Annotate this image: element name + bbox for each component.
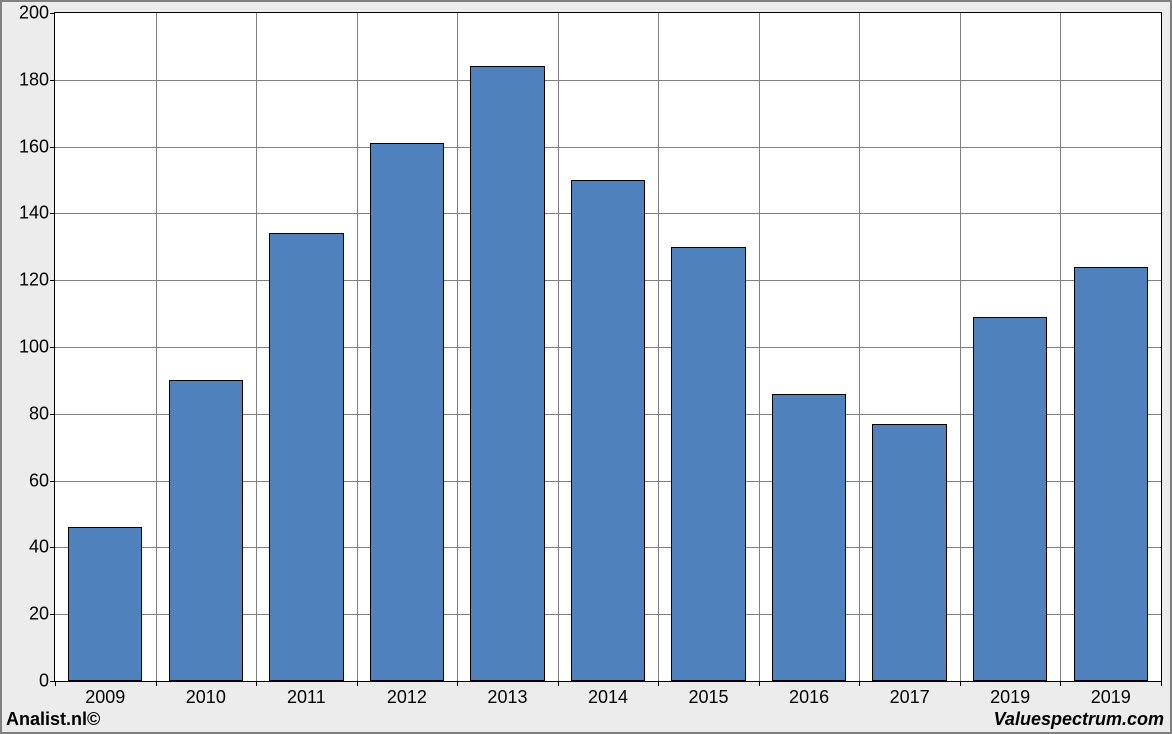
x-tick-label: 2019 — [1091, 681, 1131, 708]
y-tick-mark — [50, 547, 55, 548]
gridline-h — [55, 147, 1161, 148]
y-tick-mark — [50, 13, 55, 14]
y-tick-mark — [50, 481, 55, 482]
x-tick-label: 2010 — [186, 681, 226, 708]
x-tick-mark — [256, 681, 257, 686]
x-tick-mark — [1161, 681, 1162, 686]
x-tick-mark — [960, 681, 961, 686]
bar — [772, 394, 846, 681]
bar — [671, 247, 745, 681]
gridline-v — [859, 13, 860, 681]
y-tick-mark — [50, 614, 55, 615]
x-tick-mark — [55, 681, 56, 686]
x-tick-mark — [558, 681, 559, 686]
bar — [269, 233, 343, 681]
gridline-v — [558, 13, 559, 681]
x-tick-label: 2015 — [689, 681, 729, 708]
y-tick-mark — [50, 213, 55, 214]
y-tick-mark — [50, 147, 55, 148]
bar — [1074, 267, 1148, 681]
gridline-v — [457, 13, 458, 681]
gridline-v — [156, 13, 157, 681]
bar — [68, 527, 142, 681]
x-tick-label: 2009 — [85, 681, 125, 708]
chart-frame: 0204060801001201401601802002009201020112… — [0, 0, 1172, 734]
y-tick-mark — [50, 80, 55, 81]
y-tick-mark — [50, 280, 55, 281]
x-tick-label: 2017 — [890, 681, 930, 708]
x-tick-mark — [658, 681, 659, 686]
bar — [169, 380, 243, 681]
gridline-v — [759, 13, 760, 681]
x-tick-label: 2014 — [588, 681, 628, 708]
footer-right-credit: Valuespectrum.com — [994, 709, 1164, 730]
gridline-v — [357, 13, 358, 681]
x-tick-mark — [457, 681, 458, 686]
bar — [872, 424, 946, 681]
x-tick-mark — [759, 681, 760, 686]
footer-left-credit: Analist.nl© — [6, 709, 100, 730]
x-tick-label: 2011 — [287, 681, 326, 708]
y-tick-mark — [50, 347, 55, 348]
gridline-v — [960, 13, 961, 681]
gridline-v — [256, 13, 257, 681]
y-tick-mark — [50, 414, 55, 415]
gridline-h — [55, 80, 1161, 81]
bar — [470, 66, 544, 681]
bar — [973, 317, 1047, 681]
x-tick-mark — [1060, 681, 1061, 686]
x-tick-mark — [859, 681, 860, 686]
gridline-v — [1060, 13, 1061, 681]
plot-area: 0204060801001201401601802002009201020112… — [54, 12, 1162, 682]
x-tick-mark — [357, 681, 358, 686]
x-tick-mark — [156, 681, 157, 686]
x-tick-label: 2012 — [387, 681, 427, 708]
x-tick-label: 2019 — [990, 681, 1030, 708]
x-tick-label: 2016 — [789, 681, 829, 708]
x-tick-label: 2013 — [487, 681, 527, 708]
bar — [571, 180, 645, 681]
gridline-v — [658, 13, 659, 681]
bar — [370, 143, 444, 681]
